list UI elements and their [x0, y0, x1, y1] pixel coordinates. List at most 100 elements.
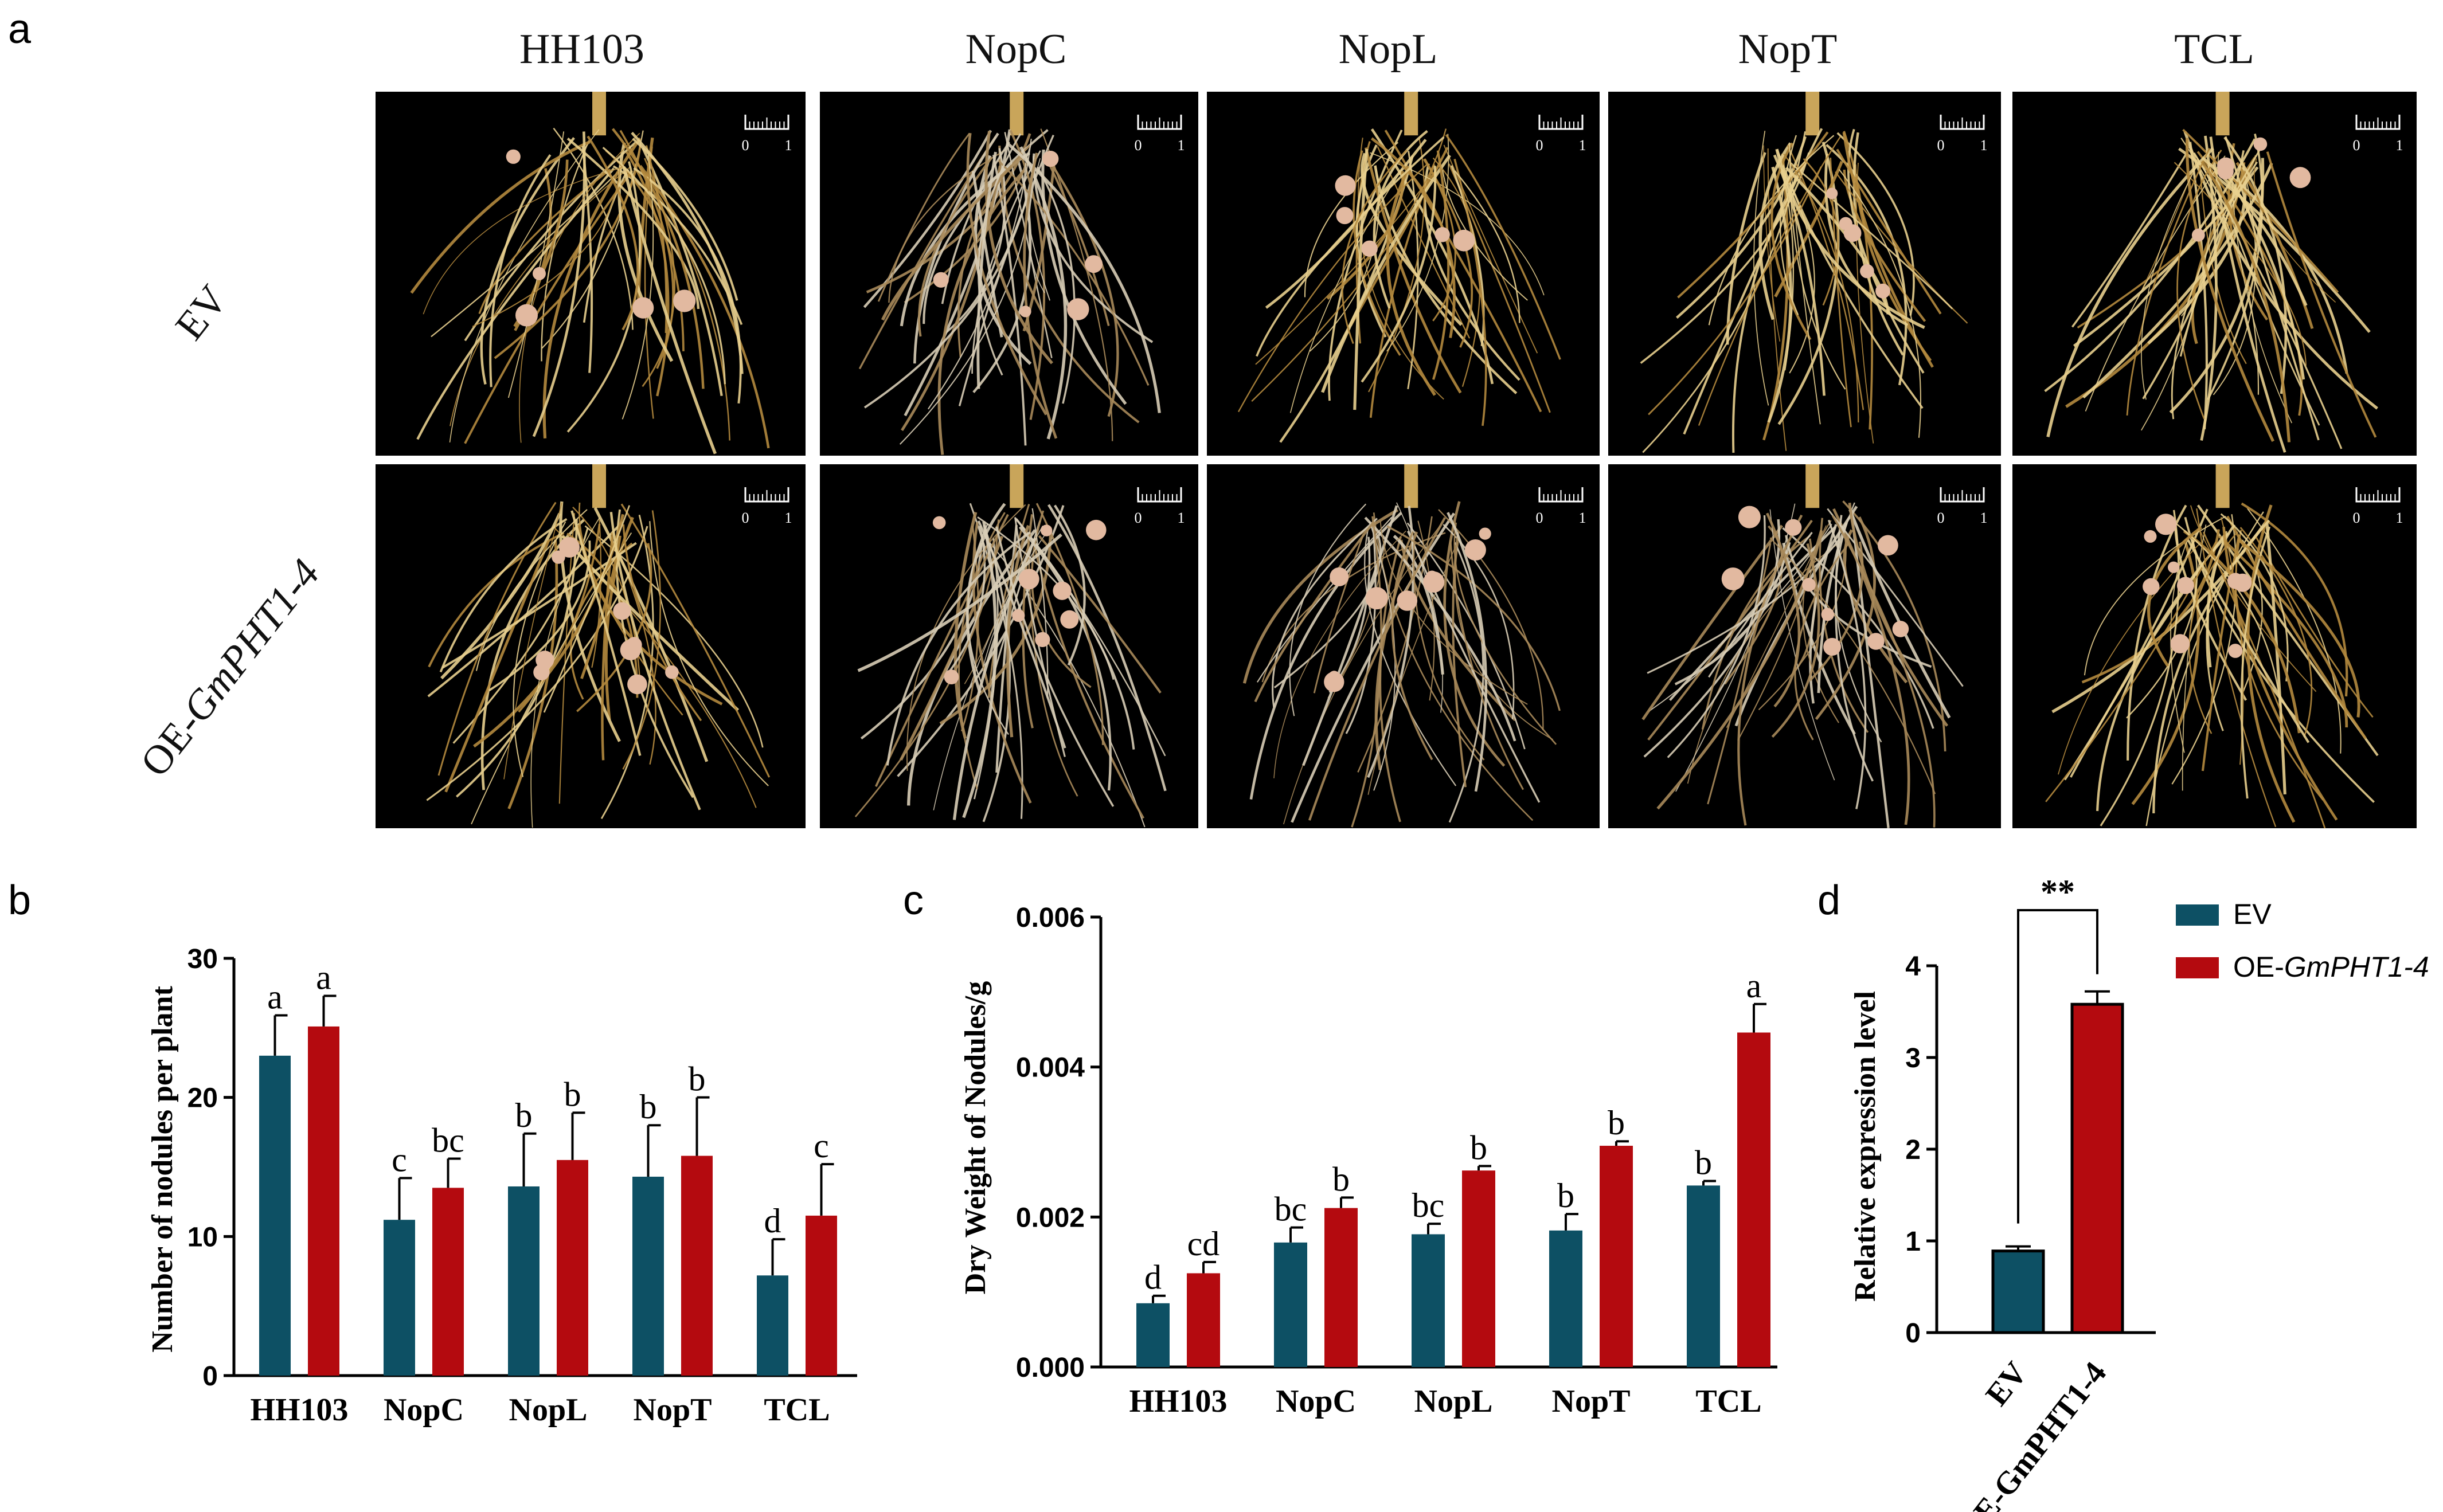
root-strand [1850, 512, 1890, 828]
photo-background [1608, 464, 2001, 828]
root-strand [2223, 136, 2288, 394]
category-label-nopl: NopL [1414, 1384, 1493, 1419]
nodule [2217, 157, 2234, 175]
nodule [1721, 567, 1745, 590]
root-strand [1256, 136, 1445, 357]
stem [2215, 92, 2230, 136]
bar-nopt-ev [1549, 1230, 1582, 1367]
root-strand [2085, 155, 2226, 412]
root-strand [927, 138, 1032, 410]
root-strand [1676, 136, 1807, 319]
bar-nopc-ev [384, 1220, 415, 1376]
root-strand [1698, 136, 1841, 426]
category-label-hh103: HH103 [1129, 1384, 1227, 1419]
root-strand [985, 537, 1146, 828]
root-strand [1775, 148, 1925, 330]
root-strand [2222, 527, 2338, 821]
root-strand [1642, 131, 1806, 453]
significance-letter: c [814, 1127, 829, 1165]
nodule [673, 289, 696, 312]
chart-b-nodule-number: b Number of nodules per plant 0 10 20 30 aa H… [8, 878, 857, 1428]
root-strand [1373, 512, 1534, 821]
root-strand [1708, 531, 1813, 678]
significance-stars: ** [2041, 873, 2075, 911]
root-strand [437, 502, 557, 776]
root-strand [1396, 502, 1443, 713]
y-tick-label: 0.004 [1016, 1053, 1085, 1083]
chart-c-nodule-dry-weight: c Dry Weight of Nodules/g 0.000 0.002 0.00… [903, 878, 1777, 1419]
significance-letter: d [764, 1202, 781, 1240]
root-strand [1838, 169, 1921, 438]
root-strand [1018, 526, 1112, 791]
significance-letter: a [267, 978, 283, 1016]
root-strand [611, 128, 705, 389]
root-strand [1794, 542, 1850, 741]
root-strand [1453, 158, 1487, 426]
y-tick-label: 2 [1905, 1135, 1921, 1165]
scale-bar-label-end: 1 [1980, 510, 1988, 526]
root-strand [1377, 146, 1471, 339]
root-strand [1781, 170, 1795, 371]
scale-bar-label-start: 0 [1536, 137, 1543, 154]
root-strand [1708, 135, 1835, 326]
chart-c-y-axis-title: Dry Weight of Nodules/g [959, 981, 992, 1295]
scale-bar-label-end: 1 [2396, 510, 2403, 526]
root-strand [1386, 525, 1561, 711]
nodule [1434, 227, 1450, 242]
root-strand [1014, 516, 1166, 757]
root-strand [2231, 156, 2293, 424]
root-strand [2220, 513, 2289, 681]
row-header-oe-gmpht1-4: OE-GmPHT1-4 [131, 551, 329, 785]
scale-bar-label-start: 0 [1536, 510, 1543, 526]
nodule [1479, 527, 1491, 540]
root-strand [2239, 527, 2313, 738]
root-strand [1769, 537, 1936, 794]
root-strand [513, 521, 566, 777]
root-strand [1779, 135, 1799, 315]
significance-letter: b [689, 1060, 706, 1098]
root-strand [2247, 508, 2342, 754]
nodule [620, 640, 641, 660]
root-strand [2207, 134, 2264, 401]
root-strand [587, 135, 639, 331]
bar-tcl-oe [1737, 1032, 1770, 1367]
chart-d-relative-expression: d Relative expression level 01234EVOE-Gm… [1817, 873, 2156, 1512]
root-strand [1326, 171, 1405, 300]
nodule [632, 297, 654, 319]
scale-bar-label-start: 0 [2353, 137, 2360, 154]
root-strand [570, 510, 642, 756]
root-strand [1009, 130, 1046, 420]
bar-nopl-oe [1462, 1170, 1495, 1367]
root-strand [953, 512, 978, 739]
scale-bar-label-end: 1 [1579, 510, 1586, 526]
root-strand [2225, 136, 2320, 441]
bar-nopt-ev [632, 1176, 664, 1376]
root-strand [2152, 519, 2270, 814]
root-strand [1766, 512, 1801, 708]
root-strand [1302, 505, 1398, 766]
root-strand [584, 525, 764, 748]
root-strand [952, 537, 1037, 820]
significance-letter: b [1332, 1160, 1350, 1198]
nodule [2228, 644, 2243, 658]
root-strand [631, 131, 744, 374]
root-strand [1656, 530, 1823, 810]
stem [1010, 92, 1024, 136]
root-strand [1831, 515, 1936, 828]
root-strand [1361, 152, 1463, 326]
root-strand [1701, 535, 1811, 730]
root-strand [1007, 142, 1161, 413]
root-strand [923, 129, 1049, 324]
nodule [1875, 283, 1890, 299]
legend: EV OE-GmPHT1-4 [2176, 898, 2429, 983]
stem [1805, 92, 1820, 136]
significance-bracket [2017, 909, 2098, 1224]
root-strand [1370, 137, 1456, 338]
root-strand [449, 166, 631, 426]
nodule [944, 669, 959, 684]
root-strand [1438, 509, 1544, 731]
root-strand [1308, 517, 1446, 821]
